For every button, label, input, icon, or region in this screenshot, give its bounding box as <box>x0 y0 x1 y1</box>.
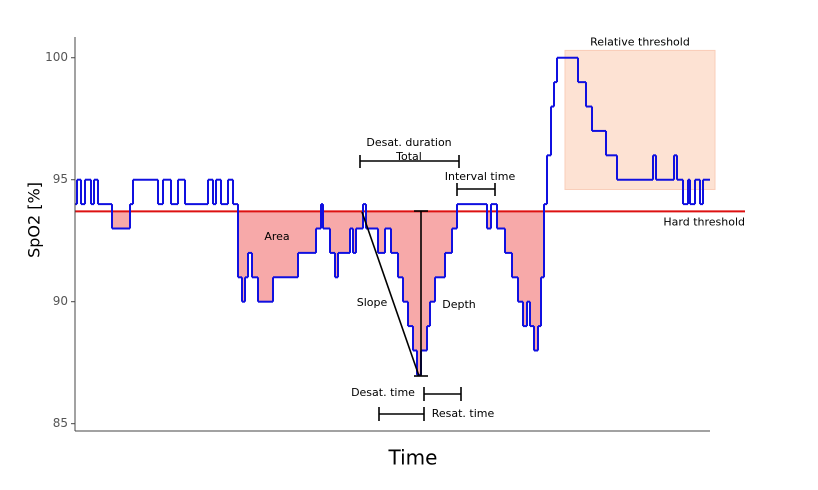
desat-area <box>398 211 403 278</box>
desat-area <box>534 211 538 351</box>
desat-duration-label: Desat. duration <box>366 136 451 149</box>
y-tick-label: 85 <box>53 416 68 430</box>
desat-area <box>430 211 435 302</box>
y-tick-label: 95 <box>53 172 68 186</box>
desat-area <box>248 211 252 253</box>
desat-area <box>538 211 541 327</box>
desat-area <box>353 211 356 253</box>
desat-area <box>323 211 330 229</box>
desat-area <box>316 211 321 229</box>
desat-area <box>541 211 544 278</box>
desat-area <box>391 211 398 253</box>
desat-area <box>518 211 523 302</box>
desat-area <box>505 211 512 253</box>
y-tick-label: 100 <box>45 50 68 64</box>
desat-area <box>417 211 421 375</box>
desat-area <box>366 211 378 229</box>
desat-area <box>527 211 530 302</box>
desat-area <box>112 211 130 229</box>
desat-area <box>385 211 391 229</box>
desat-area <box>242 211 245 302</box>
desat-area <box>335 211 338 278</box>
y-tick-label: 90 <box>53 294 68 308</box>
desat-area <box>427 211 430 327</box>
desat-area <box>350 211 353 229</box>
desat-area <box>252 211 258 278</box>
desat-area <box>421 211 427 351</box>
desat-area <box>245 211 248 278</box>
desat-time-label: Desat. time <box>351 386 415 399</box>
desat-area <box>238 211 242 278</box>
desat-area <box>413 211 417 351</box>
slope-label: Slope <box>357 296 388 309</box>
hard-threshold-label: Hard threshold <box>663 215 745 228</box>
desat-area <box>378 211 385 253</box>
desat-area <box>403 211 408 302</box>
desat-area <box>298 211 316 253</box>
desat-area <box>512 211 518 278</box>
area-label: Area <box>264 230 289 243</box>
desat-area <box>330 211 335 253</box>
brackets <box>359 155 496 421</box>
desat-area <box>487 211 491 229</box>
desat-area <box>258 211 273 302</box>
desat-area <box>445 211 452 253</box>
desat-area <box>408 211 413 327</box>
y-axis-label: SpO2 [%] <box>25 182 44 258</box>
interval-time-label: Interval time <box>445 170 516 183</box>
depth-label: Depth <box>442 298 476 311</box>
desat-area <box>523 211 527 327</box>
desat-area <box>530 211 534 327</box>
relative-threshold-box <box>564 49 716 190</box>
total-label: Total <box>395 150 422 163</box>
relative-threshold-label: Relative threshold <box>590 35 690 48</box>
resat-time-label: Resat. time <box>432 407 495 420</box>
desat-area <box>338 211 350 253</box>
desat-area <box>273 211 298 278</box>
annotations: Area Slope Depth Desat. duration Total I… <box>264 136 515 421</box>
desat-area <box>435 211 445 278</box>
desat-area <box>452 211 457 229</box>
x-axis-label: Time <box>388 446 438 470</box>
desat-area <box>497 211 505 229</box>
desat-area <box>356 211 363 229</box>
